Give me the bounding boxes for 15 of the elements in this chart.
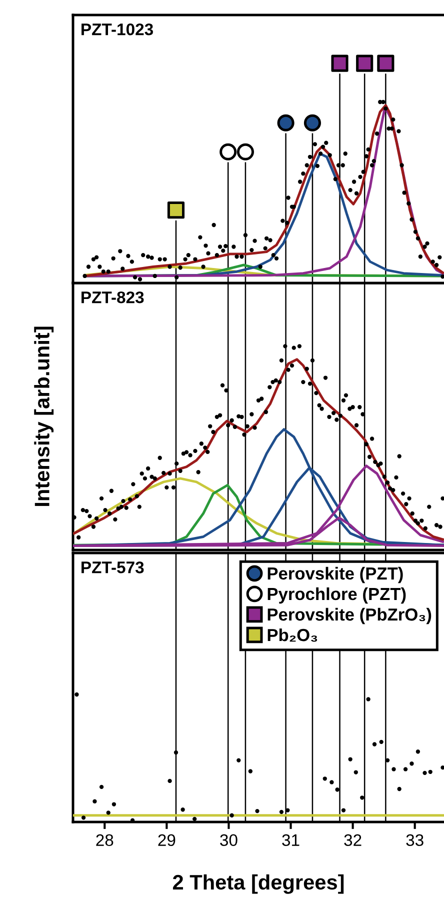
x-tick-label: 33 — [406, 834, 424, 846]
x-axis-title: 2 Theta [degrees] — [172, 874, 344, 894]
chart-title: PZT-573 — [82, 562, 144, 574]
y-axis-title: Intensity [arb.unit] — [34, 326, 54, 506]
x-tick-label: 29 — [158, 834, 176, 846]
chart-title: PZT-1023 — [82, 23, 154, 36]
legend-label: Perovskite (PZT) — [268, 566, 403, 584]
x-tick-label: 31 — [282, 834, 300, 846]
legend-label: Perovskite (PbZrO₃) — [268, 608, 432, 624]
x-tick-label: 30 — [220, 834, 238, 846]
legend-label: Pb₂O₃ — [268, 628, 318, 642]
legend-label: Pyrochlore (PZT) — [268, 587, 406, 604]
chart-title: PZT-823 — [82, 291, 144, 304]
x-tick-label: 32 — [344, 834, 362, 846]
x-tick-label: 28 — [96, 834, 114, 846]
